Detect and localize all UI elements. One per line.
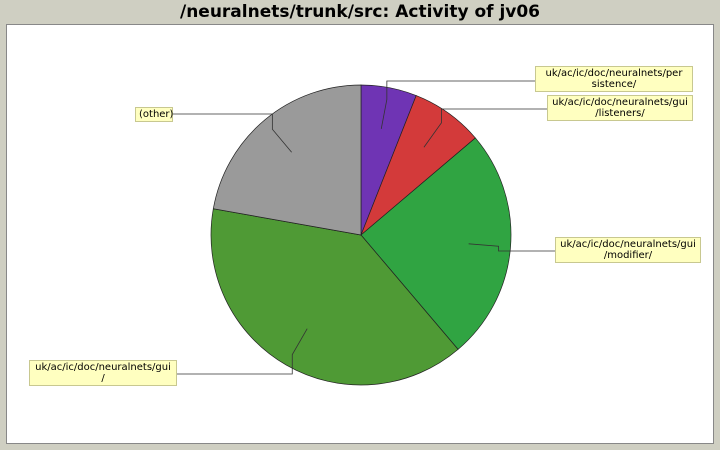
plot-area: uk/ac/ic/doc/neuralnets/per sistence/ uk… [6, 24, 714, 444]
chart-title: /neuralnets/trunk/src: Activity of jv06 [179, 2, 541, 22]
leader-line-gui-listeners [423, 108, 547, 148]
slice-label-gui: uk/ac/ic/doc/neuralnets/gui / [29, 360, 177, 386]
leader-line-other [173, 113, 292, 153]
pie-slice-gui-modifier [360, 137, 512, 350]
slice-label-gui-modifier: uk/ac/ic/doc/neuralnets/gui /modifier/ [555, 237, 701, 263]
slice-label-gui-listeners: uk/ac/ic/doc/neuralnets/gui /listeners/ [547, 95, 693, 121]
leader-line-gui [177, 328, 308, 375]
leader-line-gui-modifier [468, 243, 555, 252]
pie-slice-gui [210, 208, 459, 386]
pie-chart [173, 80, 555, 386]
leader-line-persistence [380, 80, 535, 129]
slice-label-other: (other) [135, 107, 173, 122]
slice-label-persistence: uk/ac/ic/doc/neuralnets/per sistence/ [535, 66, 693, 92]
pie-slice-other [212, 84, 362, 236]
